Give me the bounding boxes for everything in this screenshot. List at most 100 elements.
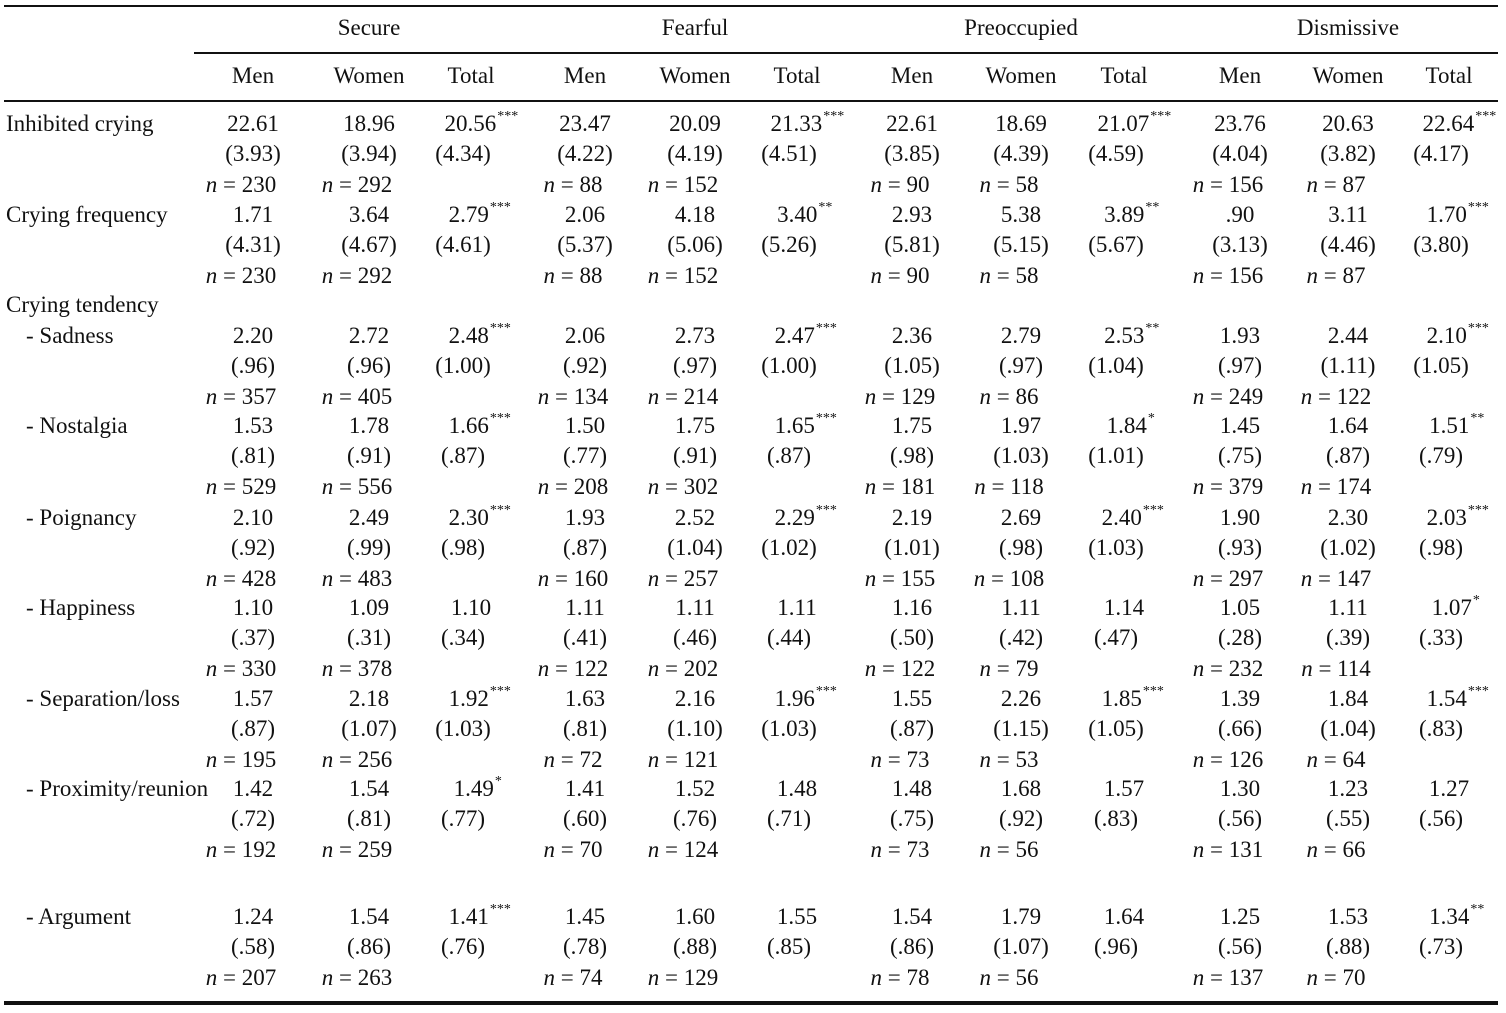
cell-women-mean: 1.23 bbox=[1327, 776, 1369, 801]
cell-women-n: n = 56 bbox=[979, 836, 1039, 862]
cell-women-mean: 1.11 bbox=[675, 595, 715, 620]
group-header-secure: Secure bbox=[337, 15, 401, 40]
cell-men-n: n = 181 bbox=[864, 473, 936, 499]
cell-total-sd: (1.00) bbox=[435, 353, 491, 379]
cell-men-mean: 23.47 bbox=[559, 111, 611, 136]
significance-marker: ** bbox=[1470, 902, 1485, 918]
cell-men-sd: (.86) bbox=[889, 934, 935, 960]
cell-women-mean: 4.18 bbox=[674, 202, 716, 227]
cell-men-n: n = 357 bbox=[205, 383, 277, 409]
cell-women-mean: 2.52 bbox=[674, 505, 716, 530]
cell-men-mean: 1.24 bbox=[232, 904, 274, 929]
cell-women-n: n = 124 bbox=[647, 836, 719, 862]
cell-total-sd: (4.59) bbox=[1088, 141, 1144, 167]
cell-men-n: n = 70 bbox=[543, 836, 603, 862]
cell-women-n: n = 259 bbox=[321, 836, 393, 862]
significance-marker: *** bbox=[815, 503, 837, 519]
cell-women-mean: 2.49 bbox=[348, 505, 390, 530]
cell-men-sd: (.92) bbox=[230, 535, 276, 561]
col-header-women: Women bbox=[659, 63, 731, 88]
cell-men-mean: 1.93 bbox=[1219, 323, 1261, 348]
cell-total-mean: 2.10*** bbox=[1426, 321, 1489, 348]
cell-men-sd: (.81) bbox=[562, 716, 608, 742]
row-label: - Proximity/reunion bbox=[26, 776, 209, 801]
cell-men-n: n = 207 bbox=[205, 964, 277, 990]
cell-women-sd: (.76) bbox=[672, 806, 718, 832]
significance-marker: *** bbox=[489, 902, 511, 918]
cell-women-sd: (.96) bbox=[346, 353, 392, 379]
cell-women-mean: 2.73 bbox=[674, 323, 716, 348]
cell-women-mean: 18.69 bbox=[995, 111, 1047, 136]
cell-total-sd: (.34) bbox=[440, 625, 486, 651]
cell-men-mean: 1.54 bbox=[891, 904, 933, 929]
cell-total-sd: (1.00) bbox=[761, 353, 817, 379]
cell-total-sd: (1.03) bbox=[435, 716, 491, 742]
cell-women-mean: 20.09 bbox=[669, 111, 721, 136]
cell-men-mean: 2.93 bbox=[891, 202, 933, 227]
cell-women-n: n = 256 bbox=[321, 746, 393, 772]
cell-women-mean: 1.52 bbox=[674, 776, 716, 801]
cell-women-mean: 1.64 bbox=[1327, 413, 1369, 438]
group-header-preoccupied: Preoccupied bbox=[964, 15, 1078, 40]
significance-marker: *** bbox=[489, 411, 511, 427]
cell-total-sd: (.83) bbox=[1418, 716, 1464, 742]
cell-men-sd: (.81) bbox=[230, 443, 276, 469]
row-label: - Sadness bbox=[26, 323, 114, 348]
cell-total-sd: (4.17) bbox=[1413, 141, 1469, 167]
cell-men-n: n = 230 bbox=[205, 171, 277, 197]
cell-total-mean: 2.79*** bbox=[448, 200, 511, 227]
cell-total-sd: (5.67) bbox=[1088, 232, 1144, 258]
cell-men-sd: (.60) bbox=[562, 806, 608, 832]
significance-marker: *** bbox=[1467, 503, 1489, 519]
cell-total-mean: 1.10 bbox=[450, 595, 492, 620]
cell-women-sd: (5.15) bbox=[993, 232, 1049, 258]
cell-men-mean: 2.19 bbox=[891, 505, 933, 530]
cell-women-sd: (5.06) bbox=[667, 232, 723, 258]
cell-men-mean: 1.93 bbox=[564, 505, 606, 530]
cell-total-sd: (.79) bbox=[1418, 443, 1464, 469]
cell-total-sd: (.98) bbox=[1418, 535, 1464, 561]
cell-total-sd: (.96) bbox=[1093, 934, 1139, 960]
cell-men-sd: (.77) bbox=[562, 443, 608, 469]
cell-women-n: n = 556 bbox=[321, 473, 393, 499]
cell-men-mean: 2.36 bbox=[891, 323, 933, 348]
row-label: Crying frequency bbox=[6, 202, 168, 227]
cell-women-mean: 1.68 bbox=[1000, 776, 1042, 801]
cell-total-mean: 1.70*** bbox=[1426, 200, 1489, 227]
cell-men-mean: 1.53 bbox=[232, 413, 274, 438]
cell-men-sd: (3.85) bbox=[884, 141, 940, 167]
cell-women-mean: 1.75 bbox=[674, 413, 716, 438]
cell-total-mean: 1.49* bbox=[453, 774, 502, 801]
cell-total-sd: (.56) bbox=[1418, 806, 1464, 832]
col-header-total: Total bbox=[773, 63, 821, 88]
significance-marker: *** bbox=[1475, 109, 1497, 125]
col-header-women: Women bbox=[985, 63, 1057, 88]
cell-women-n: n = 202 bbox=[647, 655, 719, 681]
cell-women-mean: 20.63 bbox=[1322, 111, 1374, 136]
cell-women-sd: (3.82) bbox=[1320, 141, 1376, 167]
cell-total-mean: 1.85*** bbox=[1101, 684, 1164, 711]
cell-men-mean: 1.90 bbox=[1219, 505, 1261, 530]
cell-men-n: n = 249 bbox=[1192, 383, 1264, 409]
cell-men-n: n = 88 bbox=[543, 171, 603, 197]
cell-women-mean: 2.44 bbox=[1327, 323, 1369, 348]
cell-men-sd: (.75) bbox=[1217, 443, 1263, 469]
cell-men-sd: (1.05) bbox=[884, 353, 940, 379]
cell-men-n: n = 208 bbox=[537, 473, 609, 499]
cell-women-n: n = 483 bbox=[321, 565, 393, 591]
cell-total-mean: 2.47*** bbox=[774, 321, 837, 348]
cell-total-mean: 1.92*** bbox=[448, 684, 511, 711]
row-label: - Happiness bbox=[26, 595, 136, 620]
significance-marker: *** bbox=[489, 684, 511, 700]
cell-women-sd: (.98) bbox=[998, 535, 1044, 561]
cell-total-sd: (1.05) bbox=[1413, 353, 1469, 379]
cell-total-sd: (5.26) bbox=[761, 232, 817, 258]
cell-women-mean: 2.72 bbox=[348, 323, 390, 348]
cell-total-mean: 1.14 bbox=[1103, 595, 1145, 620]
cell-women-n: n = 121 bbox=[647, 746, 719, 772]
cell-men-mean: 22.61 bbox=[227, 111, 279, 136]
cell-women-sd: (3.94) bbox=[341, 141, 397, 167]
cell-women-sd: (1.07) bbox=[341, 716, 397, 742]
cell-men-mean: 2.20 bbox=[232, 323, 274, 348]
significance-marker: *** bbox=[489, 321, 511, 337]
